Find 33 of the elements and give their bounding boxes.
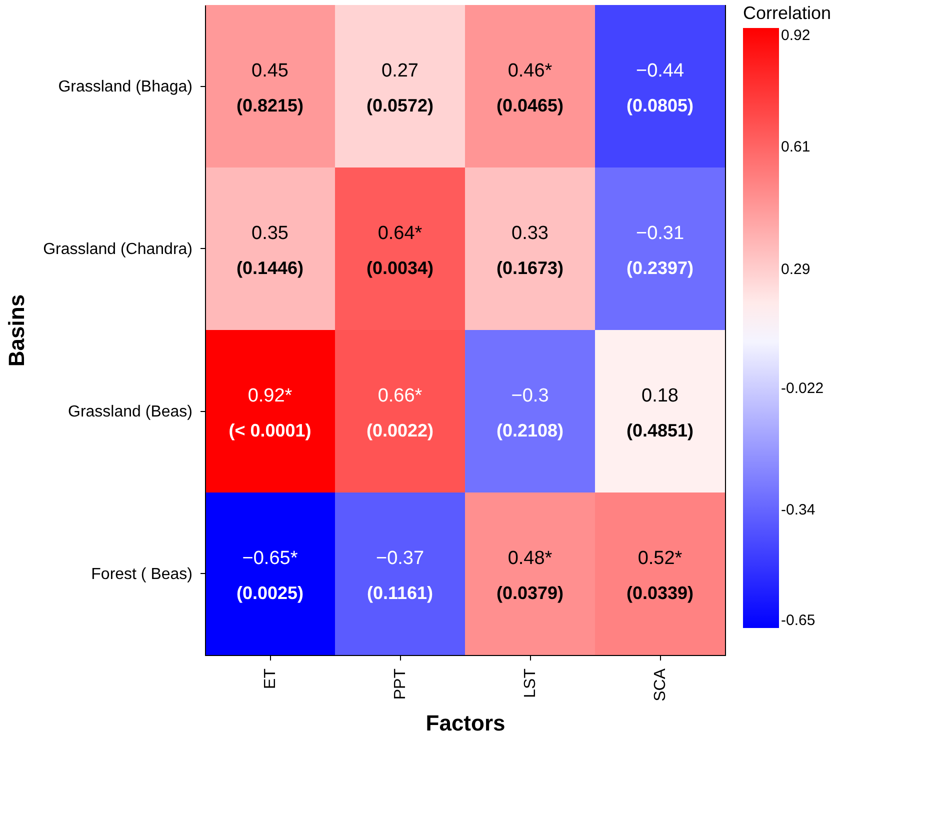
x-tick-label: LST: [522, 668, 539, 698]
text: −0.65* (0.0025): [236, 548, 304, 603]
text: −0.37 (0.1161): [366, 548, 434, 603]
text: 0.52* (0.0339): [626, 548, 694, 603]
color-bar-label: -0.022: [781, 380, 824, 397]
text: 0.46* (0.0465): [496, 60, 564, 116]
color-bar-label: -0.65: [781, 612, 816, 629]
text: −0.44 (0.0805): [626, 60, 694, 116]
text: 0.92* (< 0.0001): [228, 385, 312, 440]
text: 0.64* (0.0034): [366, 222, 434, 278]
text: 0.66* (0.0022): [366, 385, 434, 440]
color-bar-label: 0.92: [781, 27, 810, 44]
text: 0.35 (0.1446): [236, 222, 304, 278]
text: 0.27 (0.0572): [366, 60, 434, 116]
text: 0.18 (0.4851): [626, 385, 694, 440]
y-tick-label: Grassland (Chandra): [43, 240, 192, 258]
text: −0.31 (0.2397): [626, 222, 694, 278]
text: 0.45 (0.8215): [236, 60, 304, 116]
x-tick-label: SCA: [652, 668, 669, 702]
y-tick-label: Forest ( Beas): [91, 566, 192, 583]
x-axis-title: Factors: [426, 710, 506, 736]
text: −0.3 (0.2108): [496, 385, 564, 440]
y-tick-label: Grassland (Bhaga): [58, 78, 192, 96]
x-tick-label: PPT: [392, 668, 409, 700]
text: 0.33 (0.1673): [496, 222, 564, 278]
y-tick-label: Grassland (Beas): [68, 403, 192, 420]
y-axis-title: Basins: [4, 294, 30, 367]
legend-title: Correlation: [743, 3, 832, 23]
x-tick-label: ET: [262, 668, 279, 689]
text: 0.48* (0.0379): [496, 548, 564, 603]
color-bar-label: 0.61: [781, 138, 810, 156]
color-bar-label: 0.29: [781, 260, 810, 278]
color-bar-label: -0.34: [781, 502, 816, 519]
